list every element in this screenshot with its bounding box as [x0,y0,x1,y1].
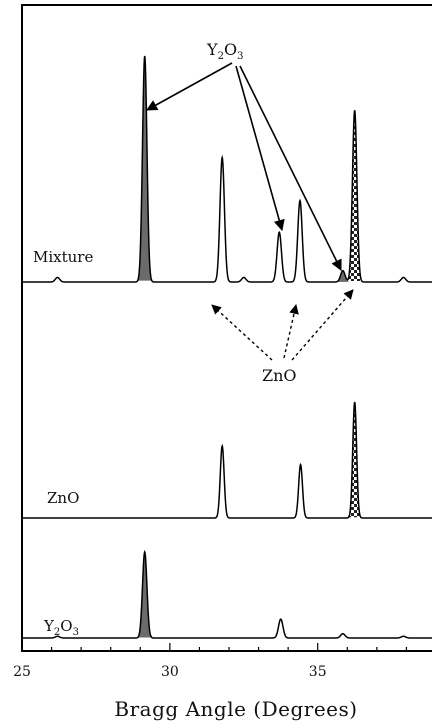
x-axis-title: Bragg Angle (Degrees) [114,697,357,721]
trace-label-zno: ZnO [47,489,79,507]
annotation-y2o3: Y2O3 [206,40,243,62]
series-line-mixture [22,55,432,283]
plot-frame [21,4,432,652]
annotation-zno: ZnO [262,366,297,385]
trace-label-mixture: Mixture [33,248,93,266]
series-line-y2o3 [22,549,432,639]
series-line-zno [22,401,432,519]
trace-label-y2o3: Y2O3 [43,617,79,638]
annotation-zno-arrows [211,289,354,361]
annotation-y2o3-arrows [146,62,342,272]
x-tick-label-25: 25 [13,664,31,680]
x-tick-label-35: 35 [309,664,327,680]
x-tick-label-30: 30 [161,664,179,680]
x-axis-ticks: 25 30 35 [13,643,408,680]
traces [22,55,432,639]
